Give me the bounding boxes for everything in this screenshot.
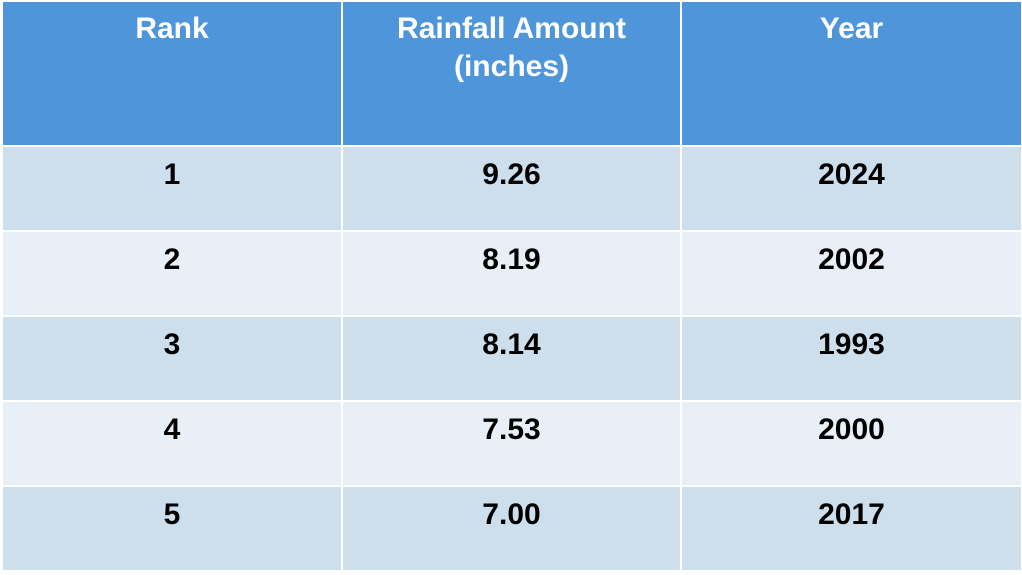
year-cell: 2024 [680, 145, 1022, 232]
table-row: 2 8.19 2002 [1, 230, 1022, 317]
header-rank: Rank [1, 0, 343, 147]
header-year: Year [680, 0, 1022, 147]
amount-cell: 9.26 [341, 145, 682, 232]
year-cell: 2017 [680, 485, 1022, 572]
header-rank-label: Rank [135, 12, 209, 45]
rank-cell: 2 [1, 230, 343, 317]
year-cell: 2000 [680, 400, 1022, 487]
rank-cell: 1 [1, 145, 343, 232]
table-row: 4 7.53 2000 [1, 400, 1022, 487]
amount-cell: 8.14 [341, 315, 682, 402]
table-row: 3 8.14 1993 [1, 315, 1022, 402]
header-rainfall-amount: Rainfall Amount (inches) [341, 0, 682, 147]
header-row: Rank Rainfall Amount (inches) Year [1, 0, 1022, 147]
year-cell: 1993 [680, 315, 1022, 402]
year-cell: 2002 [680, 230, 1022, 317]
amount-cell: 7.53 [341, 400, 682, 487]
table-row: 1 9.26 2024 [1, 145, 1022, 232]
header-year-label: Year [819, 12, 884, 45]
header-rainfall-amount-line1: Rainfall Amount [397, 12, 626, 45]
rank-cell: 4 [1, 400, 343, 487]
amount-cell: 7.00 [341, 485, 682, 572]
header-rainfall-amount-line2: (inches) [453, 50, 570, 83]
amount-cell: 8.19 [341, 230, 682, 317]
table-row: 5 7.00 2017 [1, 485, 1022, 572]
rank-cell: 5 [1, 485, 343, 572]
rank-cell: 3 [1, 315, 343, 402]
